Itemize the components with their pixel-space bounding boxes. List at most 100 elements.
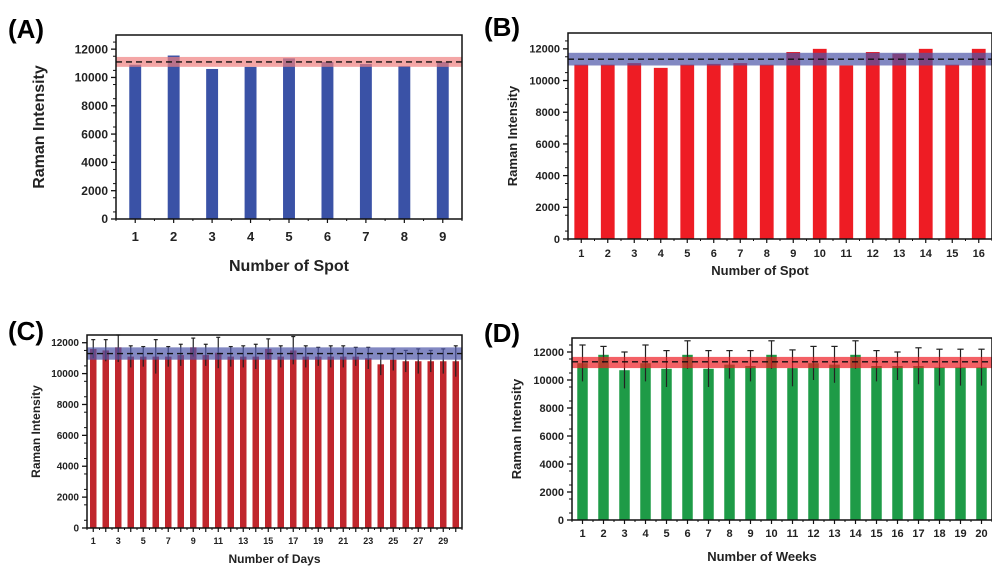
bar <box>808 363 819 520</box>
y-tick-label: 6000 <box>536 139 560 151</box>
panel-label: (B) <box>484 12 520 42</box>
bar <box>215 352 222 528</box>
bar <box>829 364 840 520</box>
bar <box>598 354 609 520</box>
x-tick-label: 6 <box>711 248 717 260</box>
bar <box>277 356 284 528</box>
y-tick-label: 0 <box>73 524 79 535</box>
x-tick-label: 5 <box>684 248 690 260</box>
x-tick-label: 2 <box>605 248 611 260</box>
bar <box>680 64 695 239</box>
bar <box>206 68 219 219</box>
bar <box>265 348 272 528</box>
bar <box>619 370 630 520</box>
x-tick-label: 10 <box>765 528 777 540</box>
x-axis-title: Number of Days <box>228 552 320 566</box>
x-tick-label: 1 <box>132 229 139 244</box>
bar <box>892 53 907 239</box>
x-tick-label: 15 <box>870 528 882 540</box>
bar <box>661 368 672 520</box>
x-tick-label: 19 <box>313 536 323 546</box>
x-tick-label: 23 <box>363 536 373 546</box>
x-tick-label: 25 <box>388 536 398 546</box>
bar <box>427 361 434 528</box>
x-tick-label: 7 <box>166 536 171 546</box>
bar <box>390 359 397 528</box>
x-tick-label: 2 <box>600 528 606 540</box>
y-tick-label: 12000 <box>51 338 79 349</box>
bar <box>227 356 234 528</box>
bar <box>359 64 372 219</box>
bar <box>177 355 184 528</box>
bar <box>682 354 693 520</box>
x-tick-label: 7 <box>737 248 743 260</box>
x-tick-label: 14 <box>849 528 862 540</box>
x-tick-label: 6 <box>684 528 690 540</box>
bar <box>327 356 334 528</box>
x-tick-label: 11 <box>840 248 852 260</box>
bar <box>415 361 422 528</box>
bar <box>115 347 122 528</box>
bar <box>733 63 748 239</box>
bar <box>653 67 668 239</box>
x-axis-title: Number of Spot <box>229 258 350 275</box>
panel-label: (C) <box>8 316 44 346</box>
bar <box>90 348 97 528</box>
x-tick-label: 9 <box>439 229 446 244</box>
bar <box>240 356 247 528</box>
x-tick-label: 4 <box>247 229 255 244</box>
bar <box>865 52 880 240</box>
y-tick-label: 2000 <box>81 184 108 198</box>
x-tick-label: 12 <box>807 528 819 540</box>
bar <box>352 356 359 528</box>
x-tick-label: 2 <box>170 229 177 244</box>
y-tick-label: 8000 <box>81 99 108 113</box>
x-tick-label: 6 <box>324 229 331 244</box>
x-tick-label: 3 <box>631 248 637 260</box>
bar <box>766 354 777 520</box>
bar <box>440 361 447 528</box>
x-tick-label: 9 <box>790 248 796 260</box>
y-tick-label: 6000 <box>540 431 564 443</box>
bar <box>745 366 756 520</box>
bar <box>724 364 735 520</box>
panel-label: (D) <box>484 318 520 348</box>
bar <box>452 361 459 528</box>
y-tick-label: 4000 <box>540 459 564 471</box>
std-band <box>572 356 992 369</box>
y-tick-label: 0 <box>101 212 108 226</box>
y-tick-label: 4000 <box>536 170 560 182</box>
x-tick-label: 15 <box>946 248 958 260</box>
bar <box>202 355 209 528</box>
bar <box>398 66 411 219</box>
bar <box>244 66 257 219</box>
bar <box>640 363 651 520</box>
bar <box>402 361 409 528</box>
x-tick-label: 5 <box>141 536 146 546</box>
bar <box>839 65 854 239</box>
bar <box>102 350 109 528</box>
y-tick-label: 4000 <box>57 462 80 473</box>
y-tick-label: 6000 <box>81 127 108 141</box>
x-tick-label: 13 <box>828 528 840 540</box>
y-tick-label: 0 <box>558 515 564 527</box>
panel-label: (A) <box>8 14 44 44</box>
y-tick-label: 2000 <box>536 202 560 214</box>
std-band <box>87 347 462 360</box>
bar <box>918 48 933 239</box>
x-tick-label: 1 <box>91 536 96 546</box>
x-tick-label: 19 <box>954 528 966 540</box>
x-tick-label: 3 <box>208 229 215 244</box>
bar <box>871 366 882 520</box>
bar <box>377 364 384 528</box>
bar <box>190 347 197 528</box>
bar <box>127 356 134 528</box>
y-axis-title: Raman Intensity <box>31 65 48 189</box>
x-tick-label: 8 <box>764 248 770 260</box>
x-tick-label: 13 <box>238 536 248 546</box>
x-tick-label: 3 <box>621 528 627 540</box>
x-tick-label: 15 <box>263 536 273 546</box>
